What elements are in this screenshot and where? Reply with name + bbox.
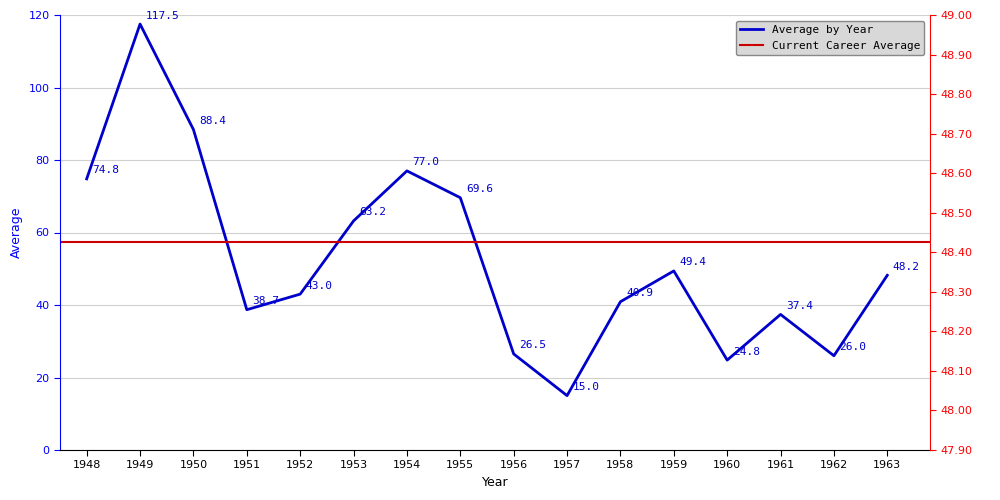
Text: 77.0: 77.0 (412, 158, 439, 168)
Average by Year (881, 272, 893, 278)
Line: Average by Year: Average by Year (87, 24, 887, 396)
Text: 37.4: 37.4 (786, 301, 813, 311)
Text: 69.6: 69.6 (466, 184, 493, 194)
Text: 26.0: 26.0 (839, 342, 866, 352)
Average by Year (668, 268, 680, 274)
Text: 49.4: 49.4 (679, 258, 706, 268)
Average by Year (294, 291, 306, 297)
Average by Year (454, 194, 466, 200)
Text: 63.2: 63.2 (359, 208, 386, 218)
Average by Year (508, 351, 520, 357)
Text: 26.5: 26.5 (519, 340, 546, 350)
Average by Year (187, 126, 199, 132)
Text: 24.8: 24.8 (733, 346, 760, 356)
Text: 40.9: 40.9 (626, 288, 653, 298)
Average by Year (828, 353, 840, 359)
Average by Year (241, 306, 253, 312)
Text: 15.0: 15.0 (573, 382, 600, 392)
Y-axis label: Average: Average (10, 207, 23, 258)
Average by Year (721, 357, 733, 363)
Average by Year (561, 392, 573, 398)
Text: 38.7: 38.7 (252, 296, 279, 306)
X-axis label: Year: Year (482, 476, 508, 489)
Text: 74.8: 74.8 (92, 166, 119, 175)
Text: 48.2: 48.2 (893, 262, 920, 272)
Average by Year (81, 176, 93, 182)
Legend: Average by Year, Current Career Average: Average by Year, Current Career Average (736, 20, 924, 55)
Text: 117.5: 117.5 (146, 10, 179, 20)
Average by Year (348, 218, 360, 224)
Average by Year (775, 312, 787, 318)
Average by Year (614, 298, 626, 304)
Text: 88.4: 88.4 (199, 116, 226, 126)
Average by Year (134, 21, 146, 27)
Text: 43.0: 43.0 (306, 280, 333, 290)
Average by Year (401, 168, 413, 174)
